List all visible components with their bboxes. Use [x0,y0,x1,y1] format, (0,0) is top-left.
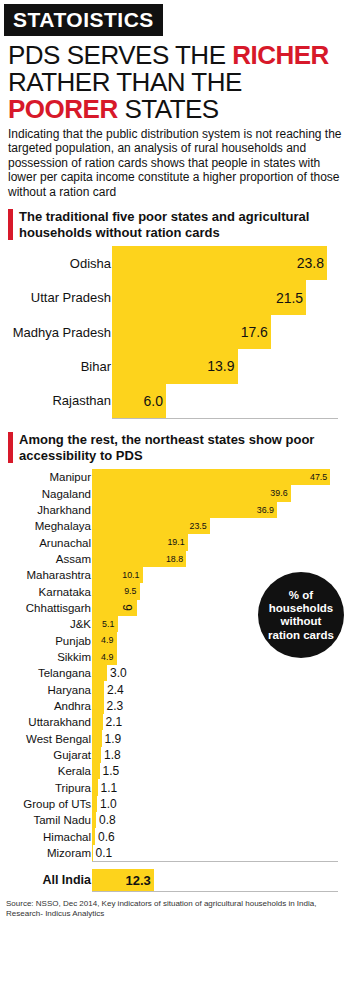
html-text:STATOISTICS: STATOISTICS [13,8,154,31]
html-text:RATHER THAN THE: RATHER THAN THE [8,67,242,97]
svg-text:Rajasthan: Rajasthan [52,394,111,409]
html-text:The traditional five poor stat: The traditional five poor states and agr… [19,209,310,240]
svg-text:23.8: 23.8 [297,255,324,271]
svg-text:17.6: 17.6 [241,324,268,340]
svg-text:1.8: 1.8 [104,748,121,762]
svg-text:Kerala: Kerala [58,766,92,778]
svg-text:2.1: 2.1 [106,716,123,730]
svg-text:2.4: 2.4 [107,683,124,697]
svg-text:Maharashtra: Maharashtra [26,570,91,582]
html-text:PDS SERVES THE RICHER: PDS SERVES THE RICHER [8,40,329,70]
svg-text:Group of UTs: Group of UTs [23,798,91,810]
svg-text:13.9: 13.9 [207,359,234,375]
svg-text:0.1: 0.1 [96,846,113,860]
svg-text:Andhra: Andhra [54,700,92,712]
svg-text:West Bengal: West Bengal [26,733,91,745]
svg-text:Assam: Assam [56,553,91,565]
svg-text:5.1: 5.1 [102,620,114,630]
svg-text:12.3: 12.3 [125,873,150,888]
html-text:Among the rest, the northeast: Among the rest, the northeast states sho… [19,432,315,463]
svg-text:9: 9 [120,605,134,612]
svg-text:Arunachal: Arunachal [39,537,91,549]
svg-text:2.3: 2.3 [107,699,124,713]
html-text:POORER STATES: POORER STATES [8,94,219,125]
svg-text:Himachal: Himachal [43,831,91,843]
svg-text:J&K: J&K [70,619,91,631]
svg-text:Punjab: Punjab [55,635,91,647]
svg-text:1.9: 1.9 [105,732,122,746]
svg-text:23.5: 23.5 [190,522,207,532]
svg-text:Sikkim: Sikkim [57,651,91,663]
svg-text:Chhattisgarh: Chhattisgarh [26,602,91,614]
svg-text:Tripura: Tripura [55,782,92,794]
svg-text:Jharkhand: Jharkhand [37,504,91,516]
svg-text:All India: All India [42,874,92,888]
svg-text:Haryana: Haryana [48,684,92,696]
svg-text:Bihar: Bihar [81,359,112,374]
svg-text:Manipur: Manipur [49,472,91,484]
svg-text:4.9: 4.9 [101,636,113,646]
svg-text:9.5: 9.5 [124,587,136,597]
svg-text:0.8: 0.8 [99,814,116,828]
svg-text:Telangana: Telangana [38,668,92,680]
svg-text:Gujarat: Gujarat [53,749,92,761]
svg-text:18.8: 18.8 [166,554,183,564]
svg-text:Karnataka: Karnataka [39,586,92,598]
svg-text:1.0: 1.0 [100,797,117,811]
svg-text:Tamil Nadu: Tamil Nadu [33,815,91,827]
svg-text:3.0: 3.0 [110,667,127,681]
svg-text:21.5: 21.5 [276,290,303,306]
svg-text:6.0: 6.0 [144,393,164,409]
svg-text:Mizoram: Mizoram [47,847,91,859]
svg-text:Uttar Pradesh: Uttar Pradesh [31,290,111,305]
html-text:Indicating that the public dis: Indicating that the public distribution … [8,127,342,199]
svg-text:36.9: 36.9 [257,505,274,515]
svg-text:Nagaland: Nagaland [42,488,91,500]
svg-text:1.5: 1.5 [103,765,120,779]
svg-text:Uttarakhand: Uttarakhand [28,717,91,729]
html-text:Source: NSSO, Dec 2014, Key in: Source: NSSO, Dec 2014, Key indicators o… [6,899,317,918]
svg-text:4.9: 4.9 [101,652,113,662]
svg-text:47.5: 47.5 [310,473,327,483]
svg-text:Madhya Pradesh: Madhya Pradesh [13,325,111,340]
svg-text:Meghalaya: Meghalaya [35,521,92,533]
svg-text:1.1: 1.1 [101,781,118,795]
svg-text:0.6: 0.6 [98,830,115,844]
html-text:% of households without ration: % of households without ration cards [268,588,334,641]
svg-text:39.6: 39.6 [270,489,287,499]
svg-text:10.1: 10.1 [122,571,139,581]
svg-text:19.1: 19.1 [167,538,184,548]
svg-text:Odisha: Odisha [70,256,112,271]
